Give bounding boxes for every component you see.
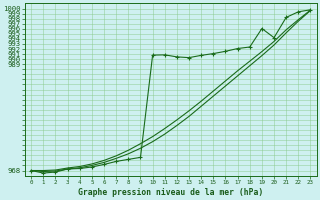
X-axis label: Graphe pression niveau de la mer (hPa): Graphe pression niveau de la mer (hPa) xyxy=(78,188,263,197)
